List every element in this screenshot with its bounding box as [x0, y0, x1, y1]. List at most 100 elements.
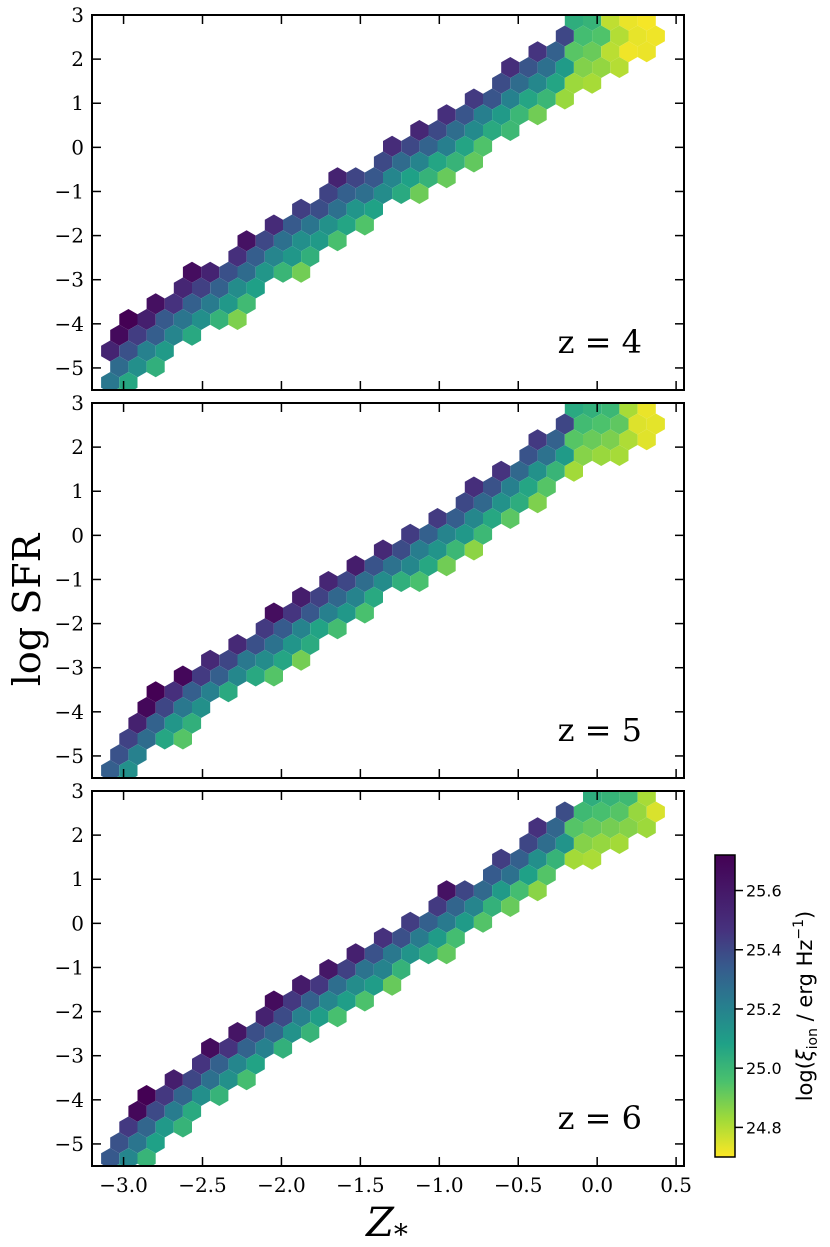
hexbin-cell [573, 445, 593, 466]
hexbin-cell [228, 1022, 247, 1043]
x-axis-label: Z* [364, 1200, 408, 1247]
hexbin-cell [501, 88, 520, 110]
hexbin-cell [619, 791, 638, 807]
hexbin-cell [528, 492, 547, 514]
hexbin-cell [210, 1085, 229, 1106]
hexbin-cell [219, 649, 238, 671]
hexbin-cell [455, 880, 474, 902]
hexbin-cell [346, 974, 365, 996]
hexbin-cell [273, 649, 293, 671]
hexbin-cell [419, 167, 438, 189]
x-tick-label: 0.0 [581, 1173, 613, 1197]
hexbin-cell [319, 959, 338, 980]
hexbin-cell [564, 429, 583, 451]
hexbin-cell [519, 445, 538, 466]
hexbin-cell [273, 1037, 293, 1059]
hexbin-cell [292, 1006, 311, 1028]
hexbin-cell [401, 911, 420, 933]
y-tick-label: 1 [71, 867, 84, 891]
hexbin-cell [473, 911, 493, 933]
hexbin-cell [201, 293, 220, 315]
hexbin-cell [473, 523, 493, 545]
hexbin-cell [137, 1085, 156, 1106]
hexbin-cell [583, 72, 602, 94]
y-axis-label: log SFR [5, 532, 49, 686]
hexbin-cell [546, 41, 565, 63]
hexbin-cell [637, 15, 656, 31]
hexbin-cell [228, 634, 247, 655]
hexbin-cell [128, 1132, 147, 1154]
hexbin-cell [283, 602, 302, 624]
hexbin-cell [510, 492, 529, 514]
y-tick-label: −5 [55, 356, 84, 380]
hexbin-cell [182, 681, 202, 703]
hexbin-cell [492, 880, 511, 902]
hexbin-cell [410, 120, 429, 141]
y-tick-label: 2 [71, 823, 84, 847]
hexbin-cell [573, 413, 593, 435]
y-tick-label: 0 [71, 911, 84, 935]
hexbin-cell [564, 460, 583, 482]
hexbin-cell [473, 492, 493, 514]
hexbin-cell [564, 72, 583, 94]
hexbin-cell [592, 57, 611, 78]
hexbin-cell [101, 372, 120, 390]
hexbin-cell [473, 135, 493, 157]
y-tick-label: 0 [71, 523, 84, 547]
hexbin-cell [628, 413, 647, 435]
hexbin-cell [255, 261, 274, 283]
hexbin-cell [537, 88, 556, 110]
hexbin-cell [301, 634, 320, 655]
hexbin-cell [528, 460, 547, 482]
colorbar-gradient [714, 854, 736, 1158]
hexbin-cell [328, 1006, 347, 1028]
hexbin-cell [501, 120, 520, 141]
hexbin-cell [292, 618, 311, 640]
hexbin-cell [455, 104, 474, 126]
y-tick-label: −1 [55, 179, 84, 203]
hexbin-cell [164, 681, 183, 703]
hexbin-cell [483, 508, 502, 529]
hexbin-cell [446, 120, 465, 141]
hexbin-cell [255, 1006, 274, 1028]
hexbin-cell [528, 880, 547, 902]
colorbar-tick-label: 24.8 [746, 1118, 782, 1137]
hexbin-cell [219, 261, 238, 283]
hexbin-cell [146, 324, 165, 346]
hexbin-cell [537, 476, 556, 498]
hexbin-cell [237, 261, 256, 283]
hexbin-cell [446, 508, 465, 529]
hexbin-cell [437, 104, 456, 126]
y-tick-label: −4 [55, 1088, 84, 1112]
hexbin-cell [464, 120, 483, 141]
hexbin-cell [401, 135, 420, 157]
hexbin-cell [228, 665, 247, 687]
hexbin-cell [492, 492, 511, 514]
hexbin-cell [564, 15, 583, 31]
panel-1: −5 −4 −3 −2 −1 0 1 2 3 z = 4 [55, 3, 685, 391]
hexbin-cell [328, 198, 347, 220]
hexbin-cell [337, 214, 356, 236]
hexbin-cell [301, 246, 320, 267]
y-tick-label: 1 [71, 479, 84, 503]
hexbin-cell [364, 974, 383, 996]
hexbin-cell [437, 135, 456, 157]
hexbin-cell [246, 277, 265, 299]
hexbin-cell [492, 460, 511, 482]
x-tick-label: −3.0 [99, 1173, 148, 1197]
hexbin-cell [610, 25, 629, 47]
hexbin-cell [537, 57, 556, 78]
hexbin-cell [473, 104, 493, 126]
hexbin-cell [383, 555, 402, 577]
hexbin-cell [182, 293, 202, 315]
hexbin-cell [337, 183, 356, 204]
hexbin-cell [519, 864, 538, 886]
hexbin-cell [592, 25, 611, 47]
hexbin-cell [610, 57, 629, 78]
hexbin-cell [182, 1100, 202, 1122]
hexbin-cell [373, 927, 393, 949]
hexbin-cell [437, 167, 456, 189]
hexbin-cell [455, 135, 474, 157]
hexbin-cell [528, 429, 547, 451]
